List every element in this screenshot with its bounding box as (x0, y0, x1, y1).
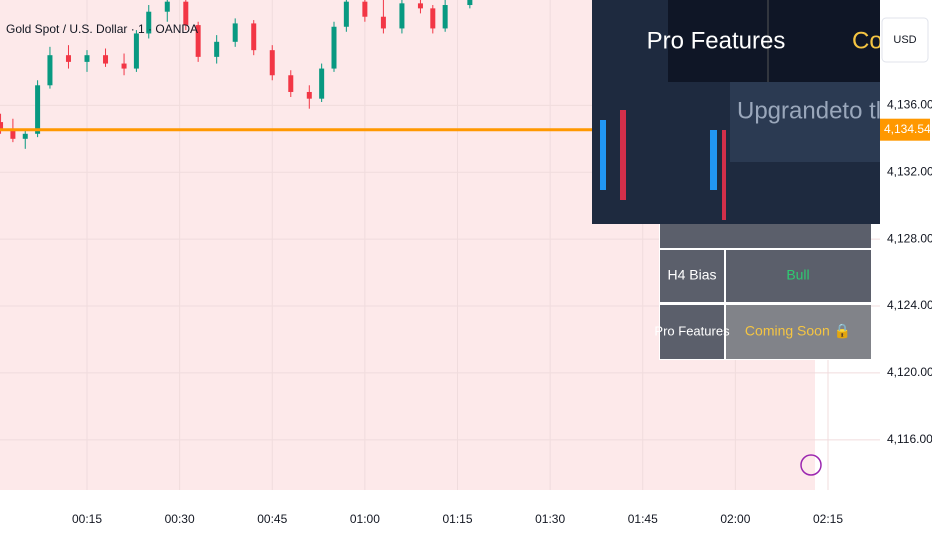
currency-button[interactable] (881, 17, 929, 63)
candle-body (10, 128, 16, 139)
x-tick-label: 01:15 (442, 512, 472, 526)
candle-body (362, 1, 368, 17)
x-tick-label: 00:15 (72, 512, 102, 526)
currency-label: USD (893, 34, 916, 46)
x-tick-label: 00:45 (257, 512, 287, 526)
overlay-text: Coming Soon (852, 27, 932, 54)
overlay-deco (710, 130, 717, 190)
candle-body (0, 122, 4, 129)
axes: 4,136.000 4,132.000 4,128.000 4,124.000 4,12… (72, 98, 932, 527)
candle-body (306, 91, 312, 99)
candle-body (232, 23, 238, 42)
table-cell (660, 222, 871, 248)
candle-body (47, 55, 53, 86)
candle-body (103, 55, 109, 64)
candle-body (195, 25, 201, 57)
x-tick-label: 01:30 (535, 512, 565, 526)
candle-body (430, 8, 436, 29)
table-text: H4 Bias (667, 267, 716, 283)
y-tick-label: 4,120.000 (887, 365, 932, 379)
candle-body (417, 3, 423, 9)
candle-body (442, 5, 448, 29)
y-tick-label: 4,136.000 (887, 98, 932, 112)
price-axis (880, 0, 932, 550)
overlay-deco (722, 130, 726, 220)
candle-body (319, 68, 325, 99)
table-cell (726, 250, 871, 302)
overlay-deco (620, 110, 626, 200)
table-cell (660, 305, 724, 359)
overlay-header (668, 0, 880, 82)
candle-body (35, 85, 41, 134)
x-tick-label: 01:45 (628, 512, 658, 526)
candle-body (331, 26, 337, 69)
table-text: Pro Features (654, 323, 730, 338)
y-tick-label: 4,128.000 (887, 231, 932, 245)
candle-body (343, 1, 349, 27)
overlay-text: Pro Features (647, 27, 786, 54)
candle-body (380, 16, 386, 29)
price-tag-label: 4,134.545 (884, 122, 932, 136)
price-tag (880, 118, 930, 141)
candle-body (183, 1, 189, 26)
symbol-title: Gold Spot / U.S. Dollar · 1 · OANDA (6, 22, 198, 36)
candle-body (399, 3, 405, 29)
table-cell (660, 250, 724, 302)
candle-body (164, 1, 170, 12)
y-tick-label: 4,124.000 (887, 298, 932, 312)
table-text: Coming Soon 🔒 (745, 323, 851, 340)
candle-body (214, 41, 220, 57)
candle-body (22, 133, 28, 139)
x-tick-label: 00:30 (165, 512, 195, 526)
candle-body (288, 75, 294, 92)
info-table: H4 Bias Bull Pro Features Coming Soon 🔒 (654, 222, 871, 360)
candles (0, 0, 592, 149)
y-tick-label: 4,132.000 (887, 164, 932, 178)
candle-body (269, 50, 275, 76)
table-text: Bull (786, 267, 809, 283)
candle-body (65, 55, 71, 62)
overlay-panel (730, 82, 880, 162)
candle-body (133, 33, 139, 69)
candle-body (251, 23, 257, 51)
x-tick-label: 02:15 (813, 512, 843, 526)
candle-body (121, 63, 127, 69)
y-tick-label: 4,116.000 (887, 432, 932, 446)
overlay-text: Upgrandeto tl Pro (737, 97, 925, 124)
promo-overlay: Pro Features Coming Soon Upgrandeto tl P… (592, 0, 932, 224)
table-cell (726, 305, 871, 359)
overlay-deco (600, 120, 606, 190)
candle-body (146, 11, 152, 34)
alert-icon[interactable] (800, 454, 822, 476)
candle-body (467, 0, 473, 6)
x-tick-label: 02:00 (720, 512, 750, 526)
candle-body (84, 55, 90, 62)
x-tick-label: 01:00 (350, 512, 380, 526)
